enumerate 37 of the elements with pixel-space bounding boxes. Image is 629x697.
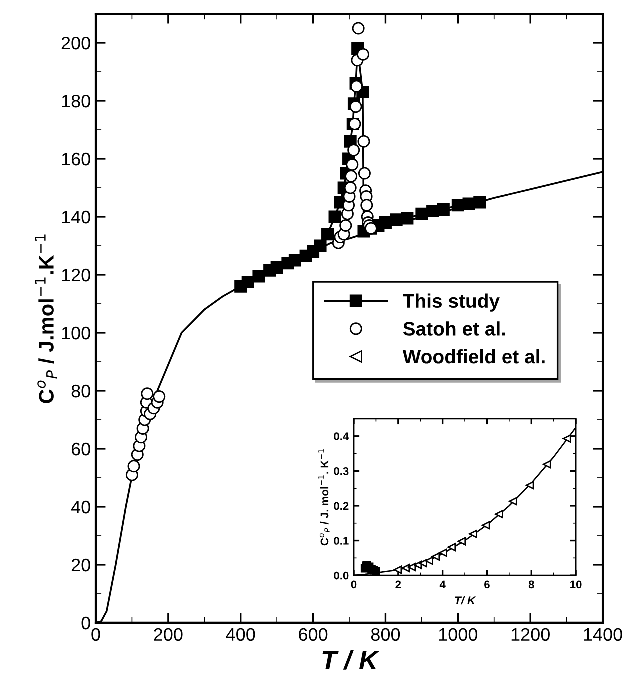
y-axis-title: C$^{o}$$_{P}$ / J.mol$^{−1}$.K$^{−1}$ <box>35 234 58 404</box>
x-tick-label: 1000 <box>439 628 478 642</box>
x-tick-label: 6 <box>484 580 490 589</box>
x-axis-title: T/ K <box>455 596 476 605</box>
x-axis-title: T / K <box>322 650 380 670</box>
x-tick-label: 8 <box>528 580 534 589</box>
x-tick-label: 0 <box>92 628 100 642</box>
y-tick-label: 0.2 <box>334 502 349 510</box>
y-tick-label: 100 <box>62 326 90 340</box>
x-tick-label: 800 <box>371 628 400 642</box>
y-tick-label: 0.4 <box>334 432 350 441</box>
y-tick-label: 0.0 <box>334 572 349 580</box>
y-tick-label: 40 <box>71 500 90 514</box>
legend-label: This study <box>403 294 500 312</box>
x-tick-label: 600 <box>299 628 328 642</box>
y-tick-label: 200 <box>62 36 90 50</box>
legend-label: Satoh et al. <box>403 322 506 336</box>
y-tick-label: 0 <box>82 616 90 630</box>
legend-label: Woodfield et al. <box>402 349 545 364</box>
y-tick-label: 160 <box>62 152 90 166</box>
y-tick-label: 120 <box>62 268 90 282</box>
y-tick-label: 0.3 <box>334 467 349 476</box>
x-tick-label: 400 <box>226 628 256 642</box>
x-tick-label: 1400 <box>584 628 622 642</box>
y-tick-label: 180 <box>62 94 90 108</box>
x-tick-label: 2 <box>396 580 402 588</box>
x-tick-label: 1200 <box>512 628 550 642</box>
y-tick-label: 80 <box>72 384 90 398</box>
x-tick-label: 10 <box>570 580 582 589</box>
y-tick-label: 140 <box>62 210 90 224</box>
y-tick-label: 0.1 <box>334 537 349 545</box>
y-tick-label: 60 <box>72 442 90 456</box>
y-tick-label: 20 <box>72 558 90 572</box>
x-tick-label: 0 <box>351 580 357 589</box>
x-tick-label: 200 <box>154 628 183 642</box>
x-tick-label: 4 <box>440 580 446 588</box>
y-axis-title: C$^{o}$$_{P}$ / J. mol$^{−1}$. K$^{−1}$ <box>318 450 330 546</box>
